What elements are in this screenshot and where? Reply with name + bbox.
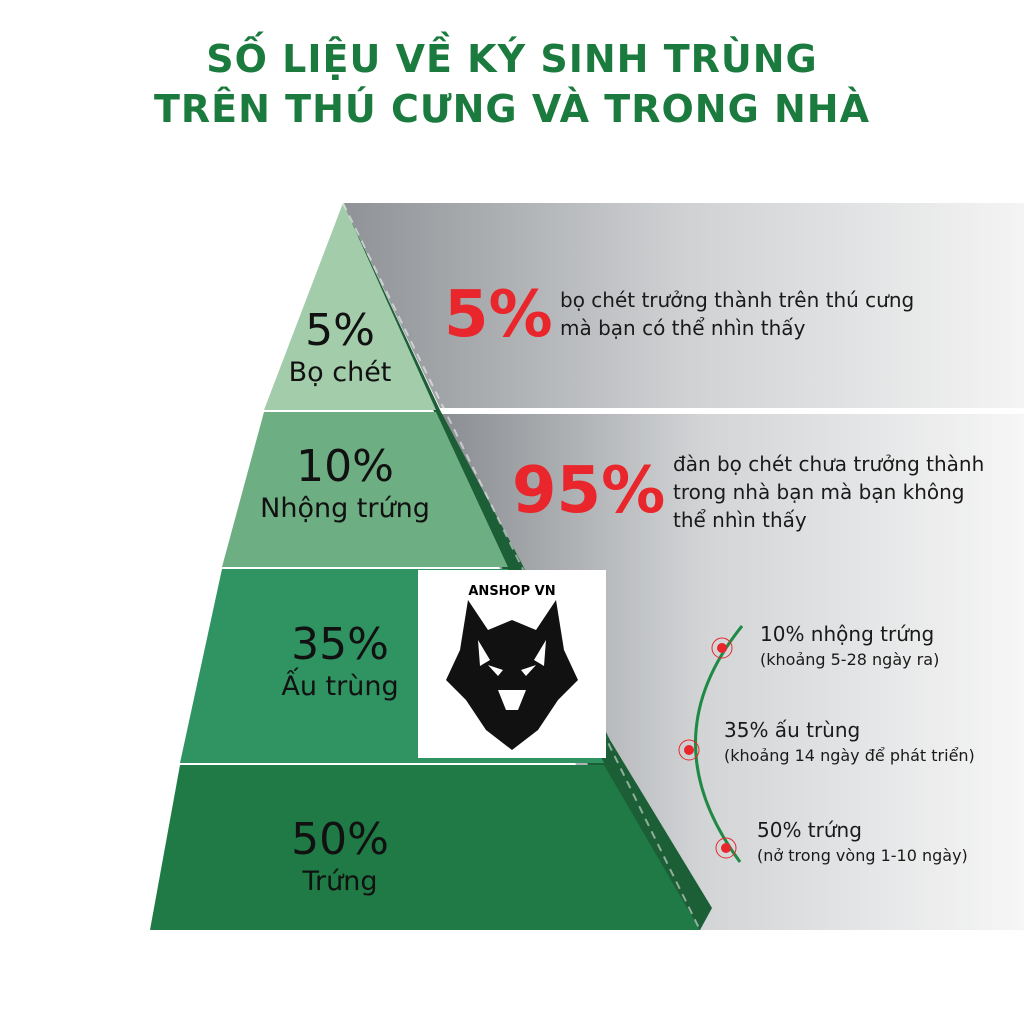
stage-sub: (nở trong vòng 1-10 ngày): [757, 846, 968, 865]
stage-head: 35% ấu trùng: [724, 718, 861, 742]
level-label: Bọ chét: [288, 357, 392, 388]
callout-5-percent: 5%: [444, 278, 553, 352]
grey-panel-bottom: [440, 414, 1024, 930]
level-1-text: 5% Bọ chét: [240, 306, 440, 390]
level-label: Nhộng trứng: [260, 493, 430, 524]
level-4-text: 50% Trứng: [230, 815, 450, 899]
stage-pupa: 10% nhộng trứng (khoảng 5-28 ngày ra): [760, 620, 939, 672]
level-pct: 50%: [291, 814, 389, 865]
stage-head: 10% nhộng trứng: [760, 622, 935, 646]
level-label: Ấu trùng: [281, 671, 399, 702]
callout-line: thể nhìn thấy: [673, 508, 807, 532]
callout-5-text: bọ chét trưởng thành trên thú cưng mà bạ…: [560, 286, 914, 342]
title-line-1: SỐ LIỆU VỀ KÝ SINH TRÙNG: [206, 37, 818, 81]
level-pct: 10%: [296, 441, 394, 492]
pyramid-level-2: [222, 412, 508, 567]
callout-95-text: đàn bọ chét chưa trưởng thành trong nhà …: [673, 450, 984, 534]
callout-line: trong nhà bạn mà bạn không: [673, 480, 965, 504]
wolf-head-icon: [446, 600, 578, 750]
stage-sub: (khoảng 5-28 ngày ra): [760, 650, 940, 669]
level-2-text: 10% Nhộng trứng: [220, 442, 470, 526]
pyramid-side-face: [343, 203, 712, 930]
stage-sub: (khoảng 14 ngày để phát triển): [724, 746, 975, 765]
grey-panel-top: [343, 203, 1024, 408]
pyramid-level-1: [264, 203, 436, 410]
stage-head: 50% trứng: [757, 818, 862, 842]
level-3-text: 35% Ấu trùng: [230, 620, 450, 704]
callout-line: đàn bọ chét chưa trưởng thành: [673, 452, 985, 476]
level-pct: 5%: [305, 305, 375, 356]
level-pct: 35%: [291, 619, 389, 670]
level-label: Trứng: [302, 866, 378, 897]
logo-brand: ANSHOP VN: [468, 584, 556, 599]
stage-marker: [711, 637, 733, 659]
title-line-2: TRÊN THÚ CƯNG VÀ TRONG NHÀ: [153, 87, 871, 131]
stage-larva: 35% ấu trùng (khoảng 14 ngày để phát tri…: [724, 716, 975, 768]
pyramid-level-4: [150, 765, 700, 930]
stage-marker: [678, 739, 700, 761]
stage-egg: 50% trứng (nở trong vòng 1-10 ngày): [757, 816, 968, 868]
callout-line: bọ chét trưởng thành trên thú cưng: [560, 288, 915, 312]
stage-marker: [715, 837, 737, 859]
shop-logo: ANSHOP VN: [418, 570, 606, 758]
callout-95-percent: 95%: [512, 454, 666, 528]
callout-line: mà bạn có thể nhìn thấy: [560, 316, 806, 340]
